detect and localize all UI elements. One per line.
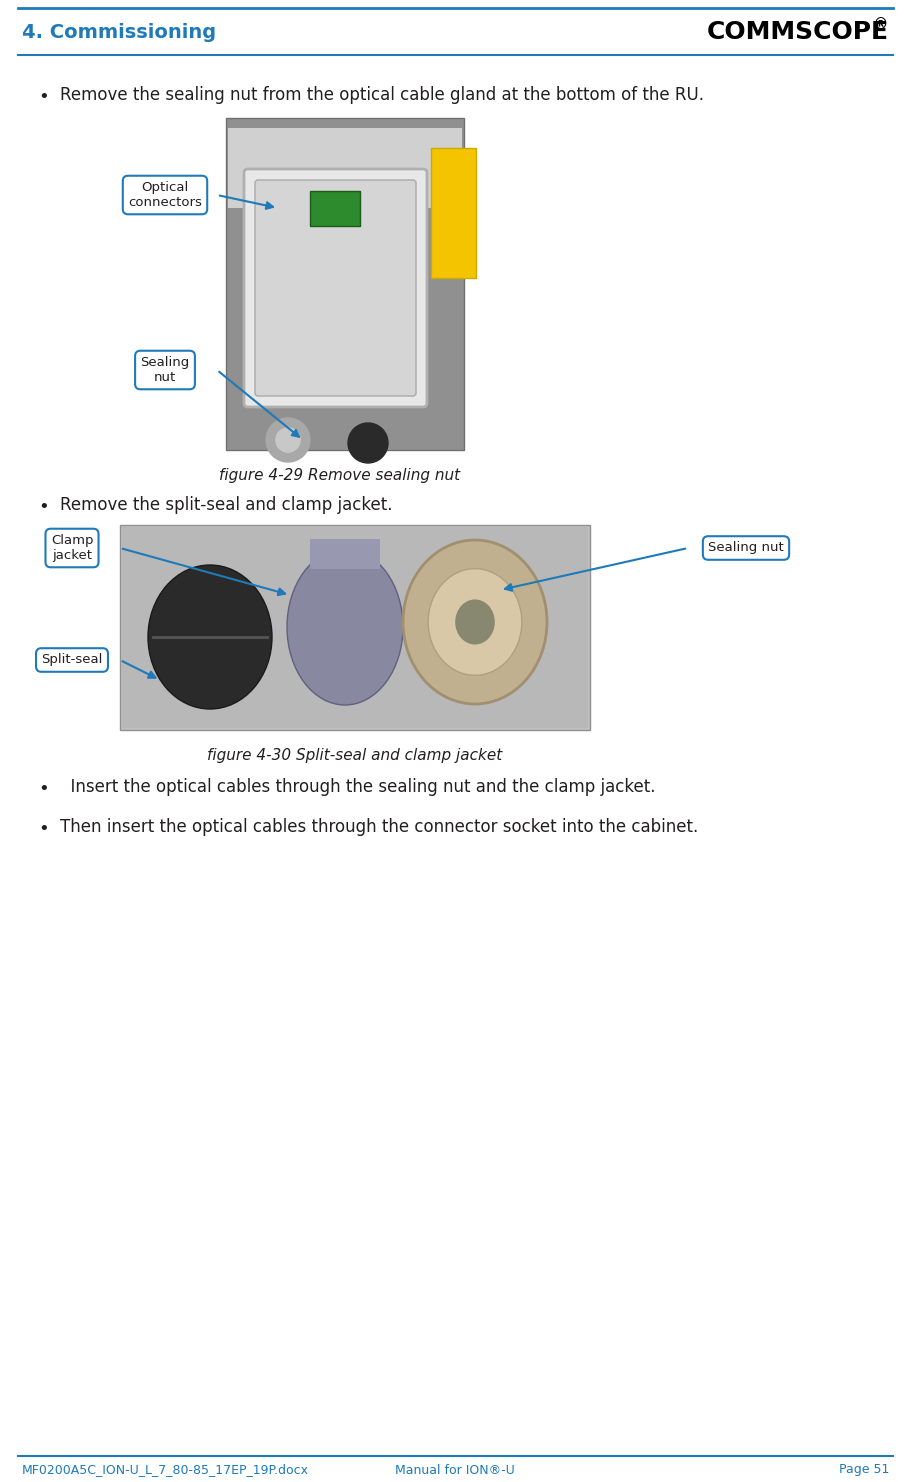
Text: Then insert the optical cables through the connector socket into the cabinet.: Then insert the optical cables through t… (60, 818, 698, 836)
Text: •: • (38, 87, 49, 107)
Text: Clamp
jacket: Clamp jacket (51, 534, 93, 562)
Ellipse shape (456, 599, 495, 645)
Text: •: • (38, 780, 49, 797)
Ellipse shape (148, 565, 272, 708)
FancyBboxPatch shape (228, 127, 462, 207)
Text: Page 51: Page 51 (839, 1464, 889, 1476)
FancyBboxPatch shape (120, 525, 590, 731)
Circle shape (266, 418, 310, 462)
Text: Manual for ION®-U: Manual for ION®-U (395, 1464, 515, 1476)
Circle shape (276, 428, 300, 452)
Text: Remove the sealing nut from the optical cable gland at the bottom of the RU.: Remove the sealing nut from the optical … (60, 86, 704, 104)
Ellipse shape (428, 569, 522, 676)
FancyBboxPatch shape (431, 148, 476, 279)
Text: Insert the optical cables through the sealing nut and the clamp jacket.: Insert the optical cables through the se… (60, 778, 656, 796)
Text: Split-seal: Split-seal (41, 654, 103, 667)
FancyBboxPatch shape (244, 169, 427, 408)
Text: figure 4-29 Remove sealing nut: figure 4-29 Remove sealing nut (220, 468, 461, 483)
Text: COMMSCOPE: COMMSCOPE (707, 19, 889, 44)
Text: MF0200A5C_ION-U_L_7_80-85_17EP_19P.docx: MF0200A5C_ION-U_L_7_80-85_17EP_19P.docx (22, 1464, 309, 1476)
Text: 4. Commissioning: 4. Commissioning (22, 22, 216, 41)
FancyBboxPatch shape (310, 191, 360, 225)
Text: figure 4-30 Split-seal and clamp jacket: figure 4-30 Split-seal and clamp jacket (208, 748, 503, 763)
Text: ®: ® (826, 16, 889, 33)
FancyBboxPatch shape (255, 179, 416, 396)
Text: Optical
connectors: Optical connectors (128, 181, 202, 209)
FancyBboxPatch shape (226, 119, 464, 451)
FancyBboxPatch shape (310, 539, 380, 569)
Text: Remove the split-seal and clamp jacket.: Remove the split-seal and clamp jacket. (60, 496, 393, 514)
Text: Sealing
nut: Sealing nut (140, 356, 189, 384)
Text: •: • (38, 820, 49, 837)
Ellipse shape (287, 548, 403, 705)
Text: Sealing nut: Sealing nut (708, 541, 783, 554)
Ellipse shape (403, 539, 547, 704)
Circle shape (348, 422, 388, 462)
FancyBboxPatch shape (122, 528, 588, 728)
Text: •: • (38, 498, 49, 516)
